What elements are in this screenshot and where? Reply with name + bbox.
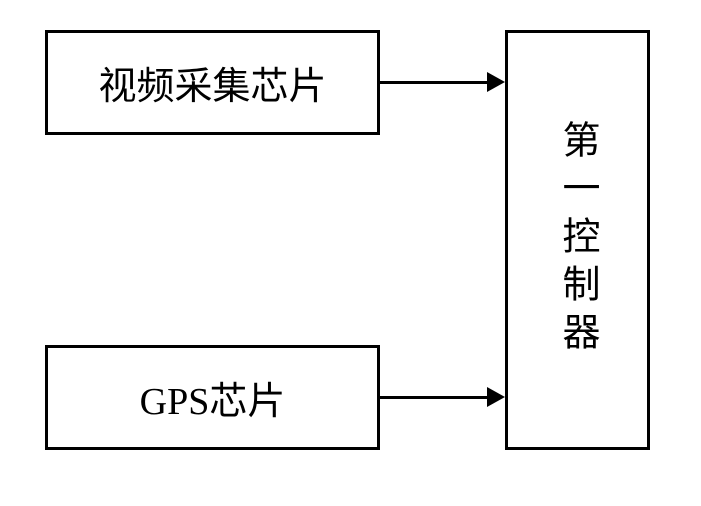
node-controller: 第一控制器 [505, 30, 650, 450]
node-gps-chip: GPS芯片 [45, 345, 380, 450]
edge-gps-to-controller [380, 396, 487, 399]
node-video-chip: 视频采集芯片 [45, 30, 380, 135]
arrow-head-icon [487, 72, 505, 92]
node-gps-chip-label: GPS芯片 [140, 370, 286, 425]
node-controller-label: 第一控制器 [550, 120, 605, 360]
arrow-head-icon [487, 387, 505, 407]
edge-video-to-controller [380, 81, 487, 84]
node-video-chip-label: 视频采集芯片 [98, 55, 326, 110]
